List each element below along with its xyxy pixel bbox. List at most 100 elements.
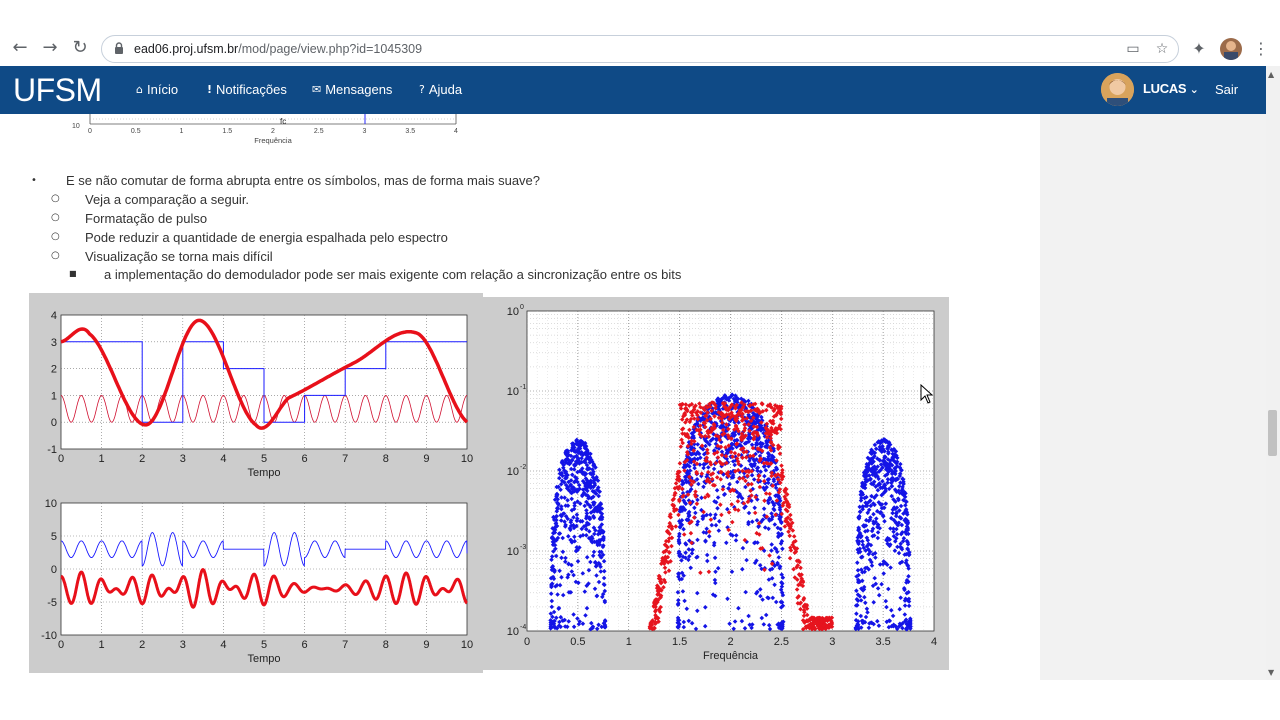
nav-mensagens-label: Mensagens [325, 82, 393, 97]
spec-point-blue [573, 448, 579, 454]
bot-xtick-label: 0 [58, 639, 64, 651]
spec-point-blue [549, 554, 555, 559]
spec-point-blue [675, 602, 681, 607]
spec-point-blue [714, 437, 719, 443]
extensions-icon[interactable]: ✦ [1192, 39, 1206, 58]
spec-point-blue [780, 592, 786, 598]
spec-point-red [763, 491, 769, 496]
spec-point-blue [885, 541, 890, 547]
nav-notificacoes[interactable]: ! Notificações [207, 82, 287, 97]
spec-point-blue [878, 462, 884, 467]
spec-point-blue [856, 550, 861, 555]
spec-point-blue [552, 542, 558, 548]
profile-icon[interactable] [1220, 38, 1242, 60]
spec-point-blue [556, 484, 561, 490]
spec-point-blue [739, 618, 745, 624]
spec-point-blue [574, 437, 580, 443]
back-icon[interactable]: ← [12, 37, 28, 58]
nav-inicio[interactable]: ⌂ Início [136, 82, 178, 97]
spec-point-blue [568, 453, 574, 459]
spec-point-blue [769, 511, 774, 516]
address-bar[interactable]: ead06.proj.ufsm.br/mod/page/view.php?id=… [101, 35, 1179, 63]
spec-point-blue [571, 612, 576, 617]
spec-point-blue [708, 438, 714, 443]
spec-point-blue [712, 448, 717, 453]
reload-icon[interactable]: ↻ [72, 37, 88, 58]
spec-point-blue [869, 563, 875, 568]
spec-point-blue [755, 540, 760, 545]
user-name: LUCAS [1143, 81, 1187, 96]
spec-point-blue [704, 526, 709, 532]
logout-link[interactable]: Sair [1215, 82, 1239, 97]
spec-point-blue [882, 519, 887, 524]
spec-point-blue [562, 624, 568, 629]
bot-xtick-label: 3 [180, 639, 186, 651]
spec-point-red [657, 609, 663, 614]
top-xtick-label: 1 [99, 453, 105, 465]
bot-xtick-label: 6 [302, 639, 308, 651]
spec-point-blue [749, 625, 754, 631]
nav-notificacoes-label: Notificações [216, 82, 287, 97]
spec-point-blue [563, 555, 568, 561]
user-avatar[interactable] [1101, 73, 1134, 106]
bot-ytick-label: -10 [41, 630, 57, 642]
url-text[interactable]: ead06.proj.ufsm.br/mod/page/view.php?id=… [134, 42, 423, 56]
page-scrollbar[interactable] [1266, 66, 1280, 680]
spec-point-blue [780, 575, 786, 580]
scroll-thumb[interactable] [1268, 410, 1277, 456]
nav-ajuda[interactable]: ? Ajuda [419, 82, 462, 97]
nav-mensagens[interactable]: ✉ Mensagens [312, 82, 392, 97]
star-icon[interactable]: ☆ [1155, 41, 1169, 57]
spec-point-blue [595, 478, 601, 483]
bullet-text: E se não comutar de forma abrupta entre … [66, 173, 541, 188]
spec-point-red [756, 473, 762, 479]
spec-point-red [728, 449, 734, 455]
spec-point-blue [776, 621, 781, 626]
spec-point-red [751, 424, 757, 429]
spec-point-red [699, 471, 705, 476]
scroll-down-icon[interactable]: ▼ [1268, 668, 1275, 677]
spec-point-red [735, 412, 740, 418]
spec-point-blue [677, 553, 682, 558]
user-menu[interactable]: LUCAS ⌄ [1143, 81, 1199, 96]
forward-icon[interactable]: → [42, 37, 58, 58]
spec-point-blue [762, 525, 768, 530]
spec-point-blue [886, 618, 892, 623]
spec-point-blue [744, 419, 749, 424]
spec-point-blue [707, 534, 712, 539]
spec-point-blue [890, 613, 896, 619]
spec-point-red [819, 618, 824, 624]
spec-point-blue [677, 524, 683, 529]
spec-xtick-label: 4 [931, 636, 937, 648]
lock-icon [115, 42, 123, 54]
spec-point-blue [587, 529, 592, 534]
spec-point-blue [585, 466, 590, 472]
spec-point-blue [557, 531, 563, 536]
spec-point-blue [870, 472, 875, 477]
spec-point-red [790, 520, 795, 526]
spec-point-red [739, 414, 745, 419]
spec-point-blue [730, 446, 735, 451]
brand-logo[interactable]: UFSM [13, 72, 102, 108]
spec-point-blue [853, 603, 859, 608]
spec-point-blue [582, 480, 587, 486]
cast-icon[interactable]: ▭ [1126, 41, 1140, 57]
spec-point-red [713, 405, 718, 411]
spec-point-blue [873, 446, 879, 452]
spec-point-red [658, 604, 663, 610]
spec-point-red [653, 619, 658, 625]
bullet-disc: • [31, 175, 37, 186]
spec-point-red [715, 455, 721, 460]
spec-point-blue [888, 565, 893, 570]
top-ytick-label: -1 [47, 444, 57, 456]
prev-fig-xlabel: Frequência [254, 136, 292, 145]
spec-point-red [767, 553, 772, 558]
top-ytick-label: 3 [51, 337, 57, 349]
spec-point-red [691, 515, 697, 520]
spec-point-blue [881, 491, 886, 496]
spec-point-blue [730, 472, 736, 478]
scroll-up-icon[interactable]: ▲ [1268, 70, 1275, 79]
menu-icon[interactable]: ⋮ [1253, 39, 1269, 58]
spec-point-blue [855, 598, 861, 603]
